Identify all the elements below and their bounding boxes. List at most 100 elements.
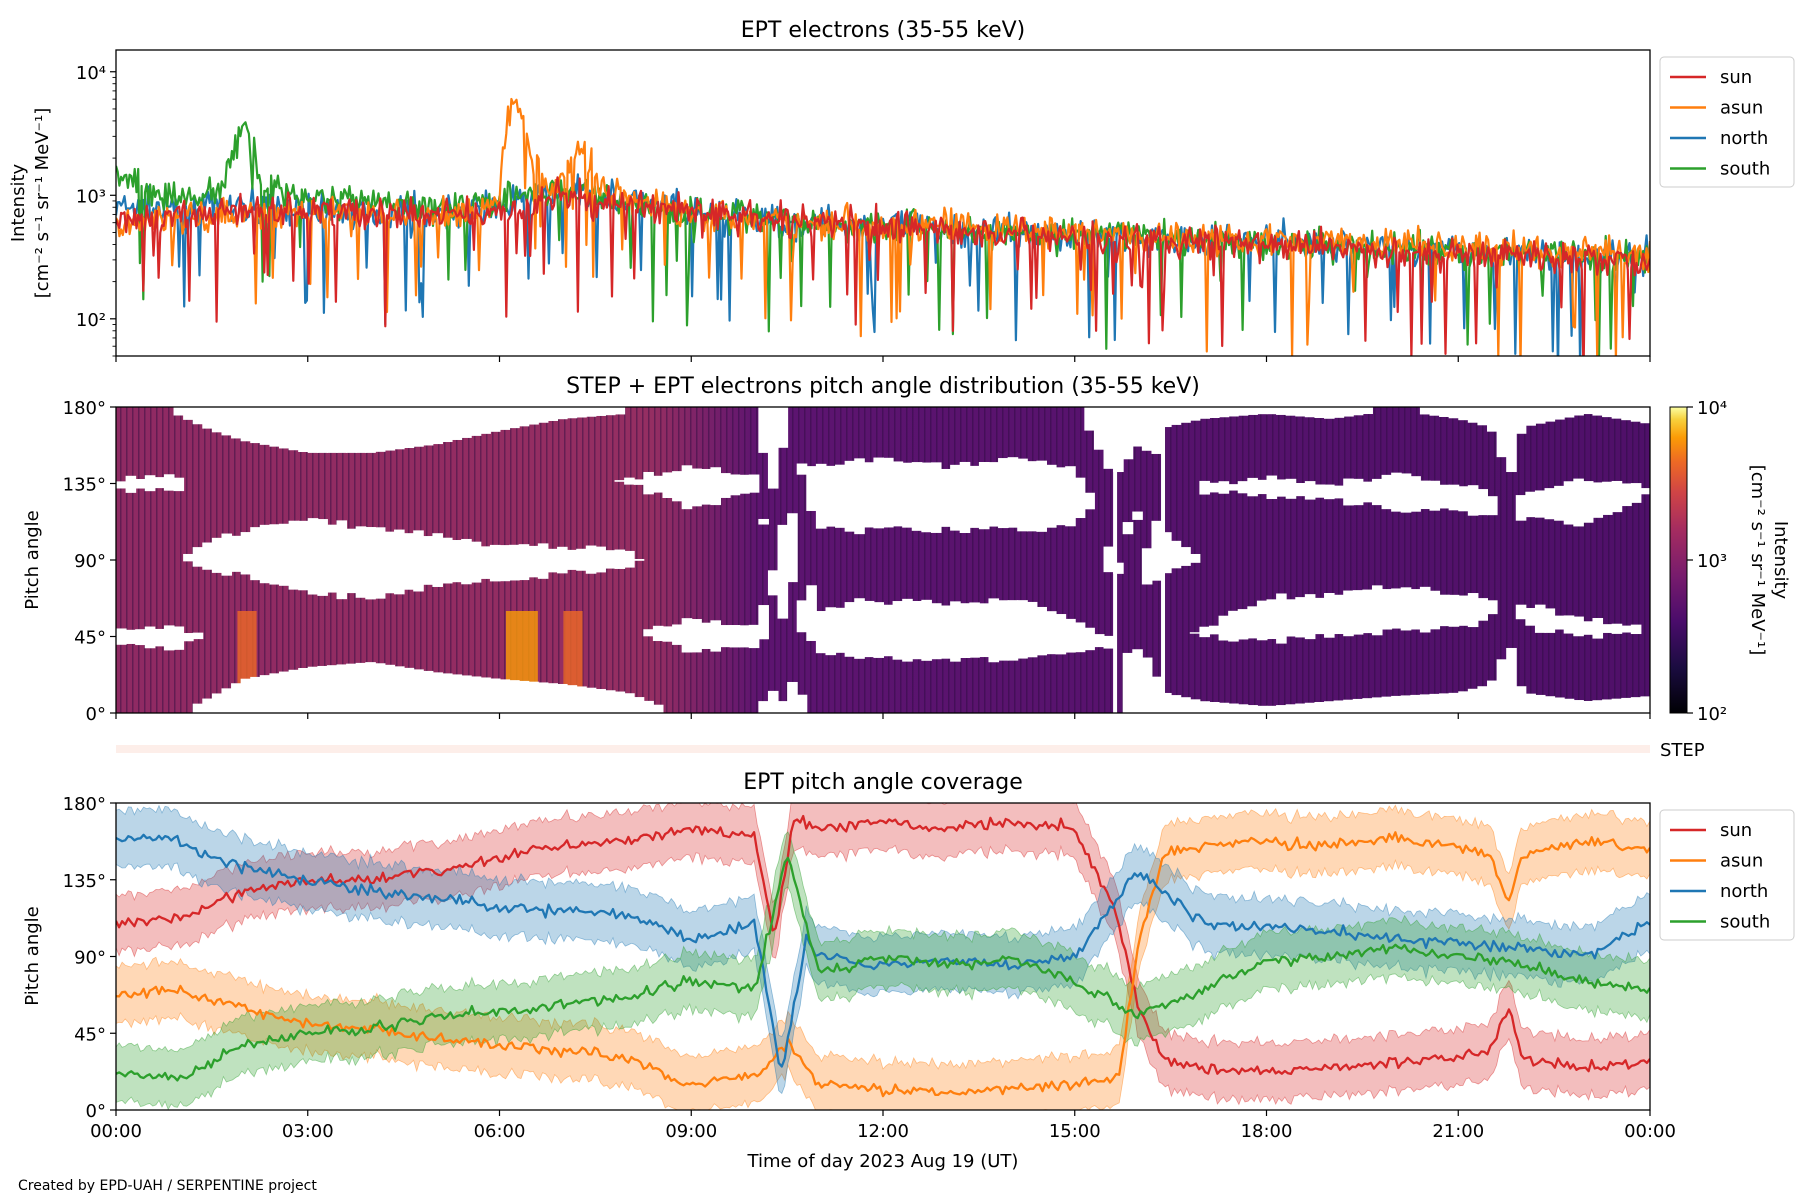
pad-gap-cell [1208,407,1220,419]
pad-gap-cell [1314,597,1326,635]
pad-gap-cell [969,602,980,658]
pad-gap-cell [499,679,511,713]
intensity-legend-label-north: north [1720,128,1768,149]
pad-gap-cell [317,407,328,453]
pad-gap-cell [1611,623,1623,634]
pad-gap-cell [835,464,846,528]
pad-gap-cell [336,520,348,600]
pad-gap-cell [1525,693,1536,713]
pad-gap-cell [604,690,616,713]
coverage-series-asun [116,831,1650,1098]
pad-gap-cell [1285,704,1297,713]
pad-gap-cell [278,671,290,713]
pad-gap-cell [1199,480,1210,495]
pad-gap-cell [1151,676,1163,713]
pad-gap-cell [518,407,530,427]
pad-gap-cell [1573,700,1584,713]
intensity-legend-label-asun: asun [1720,98,1763,119]
pad-gap-cell [432,533,443,587]
pad-gap-cell [1573,616,1584,637]
pad-gap-cell [633,558,645,561]
pad-gap-cell [163,625,175,651]
pad-gap-cell [211,407,223,433]
pad-gap-cell [1141,548,1153,585]
pad-gap-cell [1621,697,1632,713]
coverage-ytick-label-2: 90° [74,948,106,969]
pad-gap-cell [1506,647,1517,713]
pad-gap-cell [1573,407,1584,416]
pad-gap-cell [413,669,424,713]
coverage-xtick-label-3: 09:00 [665,1121,717,1142]
pad-data-gap-1 [1161,407,1166,713]
coverage-legend-label-sun: sun [1720,820,1752,841]
pad-gap-cell [183,407,194,420]
coverage-series-south [116,856,1650,1082]
pad-gap-cell [422,536,434,585]
pad-gap-cell [480,677,491,713]
pad-gap-cell [998,600,1009,661]
pad-gap-cell [720,473,731,498]
pad-gap-cell [192,632,204,640]
pad-gap-cell [1582,481,1594,523]
pad-gap-cell [480,546,491,579]
intensity-ytick-label-0: 10² [76,310,106,331]
pad-gap-cell [1554,697,1565,713]
pad-gap-cell [1534,407,1546,424]
pad-gap-cell [1429,480,1441,511]
pad-gap-cell [1448,484,1460,511]
pad-gap-cell [930,603,942,660]
intensity-series-asun [116,97,1650,356]
pad-gap-cell [921,462,932,533]
coverage-xticks: 00:00 03:00 06:00 09:00 12:00 15:00 18:00 21:00… [90,1110,1676,1142]
pad-colorbar-label-line1: Intensity [1770,521,1791,600]
pad-gap-cell [902,598,913,662]
pad-gap-cell [1630,407,1642,422]
pad-gap-cell [1324,484,1335,500]
pad-gap-cell [1458,486,1469,512]
pad-gap-cell [1439,693,1450,713]
pad-ytick-label-4: 180° [63,398,106,419]
pad-gap-cell [1544,608,1556,633]
pad-gap-cell [509,680,520,713]
pad-gap-cell [1036,606,1047,656]
pad-gap-cell [403,533,415,590]
colorbar-tick-label-1: 10³ [1697,551,1727,572]
pad-gap-cell [557,546,568,574]
pad-gap-cell [1208,625,1220,635]
pad-gap-cell [528,545,539,578]
pad-gap-cell [231,683,242,713]
pad-gap-cell [326,524,338,593]
pad-gap-cell [346,528,357,594]
pad-gap-cell [1410,589,1421,630]
pad-gap-cell [930,462,942,533]
pad-gap-cell [700,622,712,649]
pad-gap-cell [604,550,616,569]
pad-gap-cell [1065,466,1076,527]
pad-gap-cell [643,629,654,637]
pad-gap-cell [202,698,213,713]
pad-gap-cell [537,407,549,423]
pad-gap-cell [844,460,856,532]
pad-gap-cell [336,664,348,713]
pad-gap-cell [1544,696,1556,713]
pad-gap-cell [1429,693,1441,713]
coverage-ytick-label-4: 180° [63,794,106,815]
pad-gap-cell [652,625,664,642]
pad-gap-cell [1151,520,1163,581]
pad-gap-cell [432,407,443,445]
pad-gap-cell [394,407,405,450]
pad-gap-cell [614,691,626,713]
pad-gap-cell [1592,482,1604,518]
pad-gap-cell [518,544,530,581]
pad-gap-cell [288,520,300,590]
step-bar [116,745,1650,753]
pad-gap-cell [1506,407,1517,473]
pad-gap-cell [1477,407,1489,426]
pad-gap-cell [1074,477,1086,519]
pad-gap-cell [950,601,961,662]
pad-gap-cell [154,477,165,489]
pad-gap-cell [1621,625,1632,633]
pad-gap-cell [643,471,654,495]
pad-gap-cell [576,407,587,418]
